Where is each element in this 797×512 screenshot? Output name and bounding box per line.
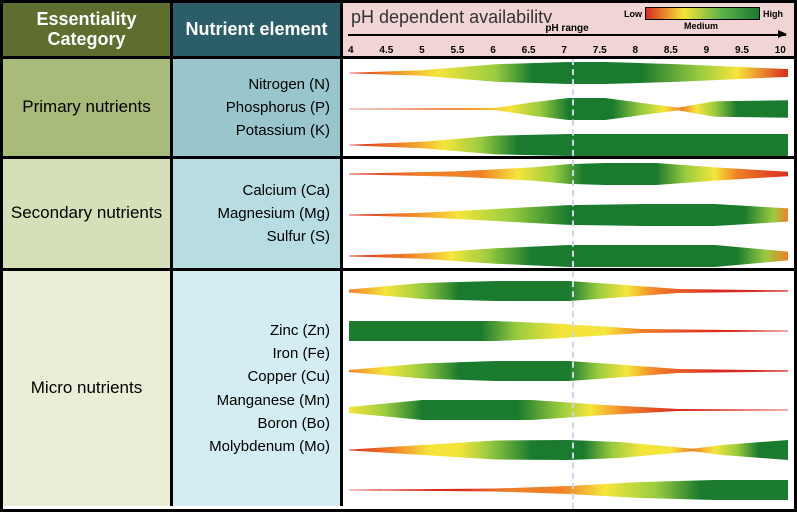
tick: 4	[348, 45, 354, 56]
element-list: Zinc (Zn)Iron (Fe)Copper (Cu)Manganese (…	[173, 271, 343, 506]
tick: 9.5	[735, 45, 749, 56]
band	[349, 400, 788, 420]
element-name: Manganese (Mn)	[217, 389, 330, 412]
header-essentiality: Essentiality Category	[3, 3, 173, 56]
element-name: Nitrogen (N)	[248, 73, 330, 96]
axis-arrow	[348, 34, 786, 36]
legend-gradient	[645, 7, 760, 20]
element-name: Iron (Fe)	[272, 342, 330, 365]
tick: 9	[704, 45, 710, 56]
availability-bands	[343, 271, 794, 506]
element-name: Copper (Cu)	[247, 365, 330, 388]
axis-ticks: 4 4.5 5 5.5 6 6.5 7 7.5 8 8.5 9 9.5 10	[348, 45, 786, 56]
header-nutrient: Nutrient element	[173, 3, 343, 56]
band	[349, 480, 788, 500]
element-name: Magnesium (Mg)	[217, 202, 330, 225]
category-label: Secondary nutrients	[3, 159, 173, 268]
element-name: Zinc (Zn)	[270, 319, 330, 342]
availability-bands	[343, 59, 794, 156]
header-ph: pH dependent availability Low High Mediu…	[343, 3, 794, 56]
ph-reference-line	[572, 59, 574, 509]
group-secondary: Secondary nutrientsCalcium (Ca)Magnesium…	[3, 159, 794, 271]
tick: 8.5	[664, 45, 678, 56]
category-label: Micro nutrients	[3, 271, 173, 506]
band	[349, 62, 788, 84]
band	[349, 134, 788, 156]
element-name: Molybdenum (Mo)	[209, 435, 330, 458]
tick: 5.5	[451, 45, 465, 56]
tick: 4.5	[379, 45, 393, 56]
group-micro: Micro nutrientsZinc (Zn)Iron (Fe)Copper …	[3, 271, 794, 506]
axis-label: pH range	[541, 23, 592, 34]
header-row: Essentiality Category Nutrient element p…	[3, 3, 794, 59]
band	[349, 281, 788, 301]
element-list: Calcium (Ca)Magnesium (Mg)Sulfur (S)	[173, 159, 343, 268]
chart-body: Primary nutrientsNitrogen (N)Phosphorus …	[3, 59, 794, 506]
band	[349, 361, 788, 381]
tick: 7.5	[593, 45, 607, 56]
element-name: Phosphorus (P)	[226, 96, 330, 119]
group-primary: Primary nutrientsNitrogen (N)Phosphorus …	[3, 59, 794, 159]
tick: 6.5	[522, 45, 536, 56]
tick: 8	[633, 45, 639, 56]
element-name: Sulfur (S)	[267, 225, 330, 248]
element-name: Calcium (Ca)	[242, 179, 330, 202]
element-name: Boron (Bo)	[257, 412, 330, 435]
availability-legend: Low High Medium	[621, 7, 786, 20]
band	[349, 204, 788, 226]
band	[349, 98, 788, 120]
tick: 6	[490, 45, 496, 56]
band	[349, 245, 788, 267]
ph-title: pH dependent availability	[351, 7, 552, 27]
nutrient-availability-chart: Essentiality Category Nutrient element p…	[0, 0, 797, 512]
element-name: Potassium (K)	[236, 119, 330, 142]
tick: 5	[419, 45, 425, 56]
tick: 7	[561, 45, 567, 56]
ph-axis: pH range 44.555.566.577.588.599.510	[348, 27, 786, 55]
tick: 10	[775, 45, 786, 56]
legend-low: Low	[624, 9, 642, 19]
band	[349, 440, 788, 460]
category-label: Primary nutrients	[3, 59, 173, 156]
availability-bands	[343, 159, 794, 268]
band	[349, 321, 788, 341]
band	[349, 163, 788, 185]
element-list: Nitrogen (N)Phosphorus (P)Potassium (K)	[173, 59, 343, 156]
legend-high: High	[763, 9, 783, 19]
